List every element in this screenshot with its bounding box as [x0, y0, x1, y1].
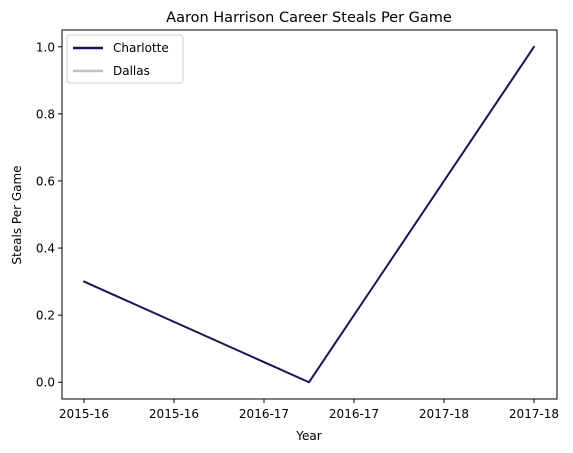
legend-label-charlotte: Charlotte	[113, 41, 169, 55]
x-tick-label: 2017-18	[509, 407, 559, 421]
y-axis-label: Steals Per Game	[10, 165, 24, 264]
y-tick-label: 0.6	[36, 174, 55, 188]
x-tick-label: 2015-16	[149, 407, 199, 421]
legend-label-dallas: Dallas	[113, 64, 150, 78]
x-axis: 2015-16 2015-16 2016-17 2016-17 2017-18 2017-…	[59, 399, 559, 421]
x-tick-label: 2016-17	[329, 407, 379, 421]
y-tick-label: 0.0	[36, 376, 55, 390]
legend: Charlotte Dallas	[66, 34, 184, 84]
x-tick-label: 2015-16	[59, 407, 109, 421]
x-axis-label: Year	[295, 429, 321, 443]
y-axis: 0.0 0.2 0.4 0.6 0.8 1.0	[36, 40, 62, 390]
x-tick-label: 2016-17	[239, 407, 289, 421]
series-layer	[83, 45, 535, 384]
chart-title: Aaron Harrison Career Steals Per Game	[166, 10, 452, 26]
y-tick-label: 0.8	[36, 107, 55, 121]
y-tick-label: 1.0	[36, 40, 55, 54]
series-line-charlotte	[83, 45, 535, 384]
y-tick-label: 0.4	[36, 242, 55, 256]
x-tick-label: 2017-18	[419, 407, 469, 421]
y-tick-label: 0.2	[36, 309, 55, 323]
plot-area	[61, 29, 558, 400]
